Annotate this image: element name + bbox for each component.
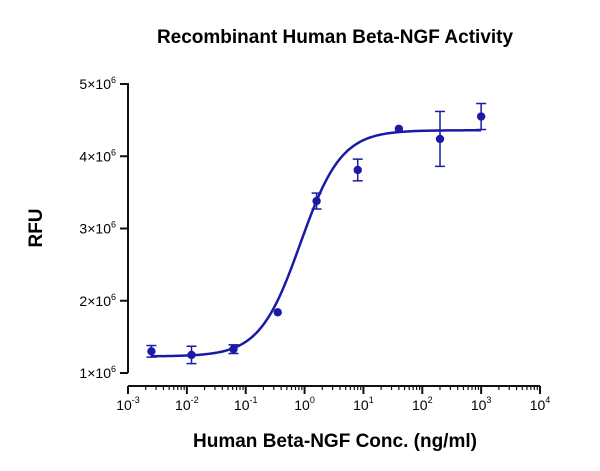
y-tick-exponent: 6 [111,75,116,85]
y-tick-base: 10 [95,293,111,309]
y-tick-mantissa: 5 [79,76,87,92]
y-tick-base: 10 [95,221,111,237]
y-tick-times: × [87,76,95,92]
x-tick-exponent: -2 [191,395,199,405]
x-tick-base: 10 [412,397,428,413]
y-tick-mantissa: 1 [79,365,87,381]
x-tick-base: 10 [530,397,546,413]
y-tick-times: × [87,221,95,237]
y-tick-times: × [87,148,95,164]
x-tick-exponent: 1 [369,395,374,405]
x-tick-exponent: -1 [249,395,257,405]
x-tick-base: 10 [353,397,369,413]
data-point [312,196,321,206]
x-tick-label: 101 [353,395,374,413]
y-tick-exponent: 6 [111,364,116,374]
y-tick-times: × [87,365,95,381]
data-point [273,308,282,317]
x-tick-base: 10 [175,397,191,413]
data-point [476,112,486,121]
x-tick-exponent: 4 [545,395,550,405]
y-tick-base: 10 [95,148,111,164]
y-tick-label: 3×106 [79,220,116,237]
x-axis-label: Human Beta-NGF Conc. (ng/ml) [193,431,477,452]
fit-layer [151,129,482,358]
x-tick-exponent: 0 [310,395,315,405]
points-layer [146,102,487,365]
y-tick-mantissa: 4 [79,148,87,164]
chart-title: Recombinant Human Beta-NGF Activity [157,27,514,48]
x-tick-base: 10 [471,397,487,413]
data-point [187,350,196,360]
x-tick-exponent: -3 [132,395,140,405]
data-point [435,134,445,144]
x-tick-label: 102 [412,395,433,413]
y-tick-base: 10 [95,76,111,92]
x-tick-label: 103 [471,395,492,413]
x-tick-label: 104 [530,395,551,413]
data-point [147,347,156,356]
x-tick-label: 10-3 [116,395,140,413]
y-tick-exponent: 6 [111,147,116,157]
y-axis-label: RFU [26,208,47,247]
x-tick-label: 10-1 [234,395,258,413]
y-tick-exponent: 6 [111,220,116,230]
fit-curve [151,129,482,358]
y-tick-base: 10 [95,365,111,381]
data-point [353,165,362,175]
y-tick-label: 1×106 [79,364,116,381]
x-tick-exponent: 2 [428,395,433,405]
y-tick-exponent: 6 [111,292,116,302]
y-tick-label: 4×106 [79,147,116,164]
x-tick-exponent: 3 [486,395,491,405]
y-tick-times: × [87,293,95,309]
y-tick-label: 2×106 [79,292,116,309]
data-point [394,124,404,133]
x-ticks: 10-3 10-2 10-1 100 101 102 103 104 [116,386,550,413]
x-tick-label: 100 [294,395,315,413]
x-tick-base: 10 [294,397,310,413]
x-tick-base: 10 [116,397,132,413]
x-tick-base: 10 [234,397,250,413]
y-tick-label: 5×106 [79,75,116,92]
axes [127,83,540,387]
y-tick-mantissa: 2 [79,293,87,309]
x-tick-label: 10-2 [175,395,199,413]
data-point [229,344,238,354]
y-tick-mantissa: 3 [79,221,87,237]
